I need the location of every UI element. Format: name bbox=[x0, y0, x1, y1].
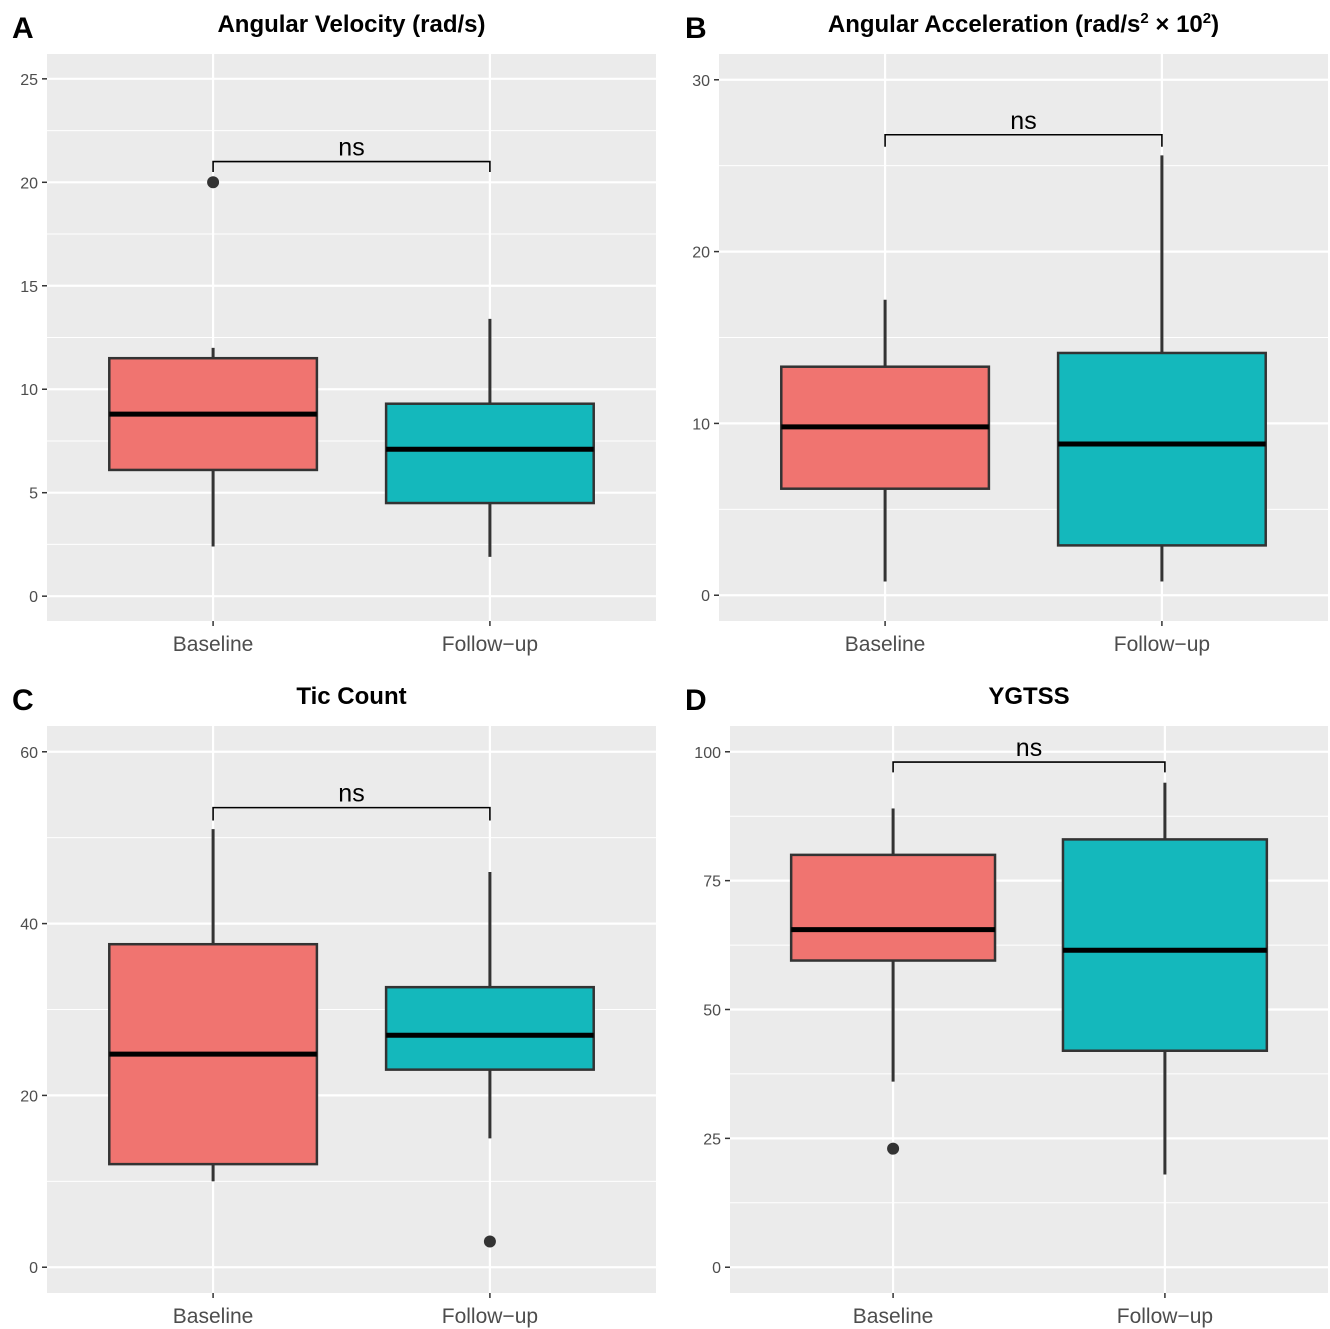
panel-letter: C bbox=[12, 684, 34, 717]
box-iqr bbox=[1061, 838, 1269, 1052]
box-iqr bbox=[384, 402, 595, 505]
box-baseline bbox=[108, 176, 319, 547]
x-category-label: Follow−up bbox=[442, 1305, 538, 1328]
significance-bracket bbox=[212, 160, 491, 172]
outlier-point bbox=[483, 1235, 496, 1248]
outlier-point bbox=[207, 176, 220, 189]
box-iqr bbox=[789, 853, 997, 962]
panel-title-superscript: 2 bbox=[1140, 10, 1148, 27]
panel-letter: D bbox=[685, 684, 707, 717]
x-category-label: Follow−up bbox=[1114, 633, 1210, 656]
box-baseline bbox=[780, 299, 991, 582]
box-iqr bbox=[1056, 351, 1267, 547]
significance-label: ns bbox=[338, 780, 364, 808]
panel-title-text: YGTSS bbox=[988, 683, 1069, 710]
box-iqr bbox=[384, 985, 595, 1071]
significance-bracket bbox=[884, 133, 1163, 147]
panel-title: Angular Acceleration (rad/s2 × 102) bbox=[828, 10, 1219, 38]
panel-title-superscript: 2 bbox=[1203, 10, 1211, 27]
y-tick-label: 50 bbox=[703, 1003, 721, 1020]
panel-title-text: Angular Acceleration (rad/s bbox=[828, 11, 1141, 38]
y-tick-label: 10 bbox=[692, 416, 710, 433]
significance-bracket bbox=[892, 761, 1166, 773]
y-tick-label: 40 bbox=[20, 917, 38, 934]
panel-c: 0 20 40 60 Baseline Follow−up ns C Tic Count bbox=[12, 683, 656, 1328]
significance-bracket bbox=[212, 806, 491, 821]
y-tick-label: 60 bbox=[20, 745, 38, 762]
x-category-label: Follow−up bbox=[1117, 1305, 1213, 1328]
panel-title-text: ) bbox=[1211, 11, 1219, 38]
y-tick-label: 75 bbox=[703, 874, 721, 891]
y-tick-label: 20 bbox=[692, 245, 710, 262]
box-follow-up bbox=[1056, 155, 1267, 582]
significance-label: ns bbox=[1010, 107, 1036, 135]
panel-title-text: Angular Velocity (rad/s) bbox=[217, 11, 485, 38]
x-category-label: Baseline bbox=[173, 633, 254, 656]
y-tick-label: 0 bbox=[29, 589, 38, 606]
panel-d: 0 25 50 75 100 Baseline Follow−up ns D YGTSS bbox=[685, 683, 1328, 1328]
panel-letter: A bbox=[12, 12, 34, 45]
significance-label: ns bbox=[338, 134, 364, 162]
x-category-label: Baseline bbox=[173, 1305, 254, 1328]
box-baseline bbox=[789, 808, 997, 1155]
panel-letter: B bbox=[685, 12, 707, 45]
panel-title: YGTSS bbox=[988, 683, 1069, 710]
x-category-label: Baseline bbox=[853, 1305, 934, 1328]
y-tick-label: 100 bbox=[694, 745, 721, 762]
panel-title-text: × 10 bbox=[1149, 11, 1203, 38]
significance-label: ns bbox=[1016, 734, 1042, 762]
box-follow-up bbox=[1061, 782, 1269, 1175]
box-follow-up bbox=[384, 318, 595, 557]
y-tick-label: 0 bbox=[701, 588, 710, 605]
box-baseline bbox=[108, 829, 319, 1182]
panel-a: 0 5 10 15 20 25 Baseline Follow−up ns A Angular Ve… bbox=[12, 11, 656, 656]
y-tick-label: 0 bbox=[712, 1260, 721, 1277]
box-follow-up bbox=[384, 872, 595, 1248]
y-tick-label: 5 bbox=[29, 486, 38, 503]
y-tick-label: 25 bbox=[703, 1131, 721, 1148]
y-tick-label: 15 bbox=[20, 279, 38, 296]
y-tick-label: 0 bbox=[29, 1260, 38, 1277]
x-category-label: Follow−up bbox=[442, 633, 538, 656]
panel-b: 0 10 20 30 Baseline Follow−up ns B Angular Accel… bbox=[685, 10, 1328, 656]
outlier-point bbox=[887, 1142, 900, 1155]
panel-title: Tic Count bbox=[296, 683, 406, 710]
panel-title: Angular Velocity (rad/s) bbox=[217, 11, 485, 38]
panel-title-text: Tic Count bbox=[296, 683, 406, 710]
x-category-label: Baseline bbox=[845, 633, 926, 656]
y-tick-label: 20 bbox=[20, 1088, 38, 1105]
y-tick-label: 25 bbox=[20, 72, 38, 89]
y-tick-label: 30 bbox=[692, 73, 710, 90]
y-tick-label: 20 bbox=[20, 175, 38, 192]
y-tick-label: 10 bbox=[20, 382, 38, 399]
